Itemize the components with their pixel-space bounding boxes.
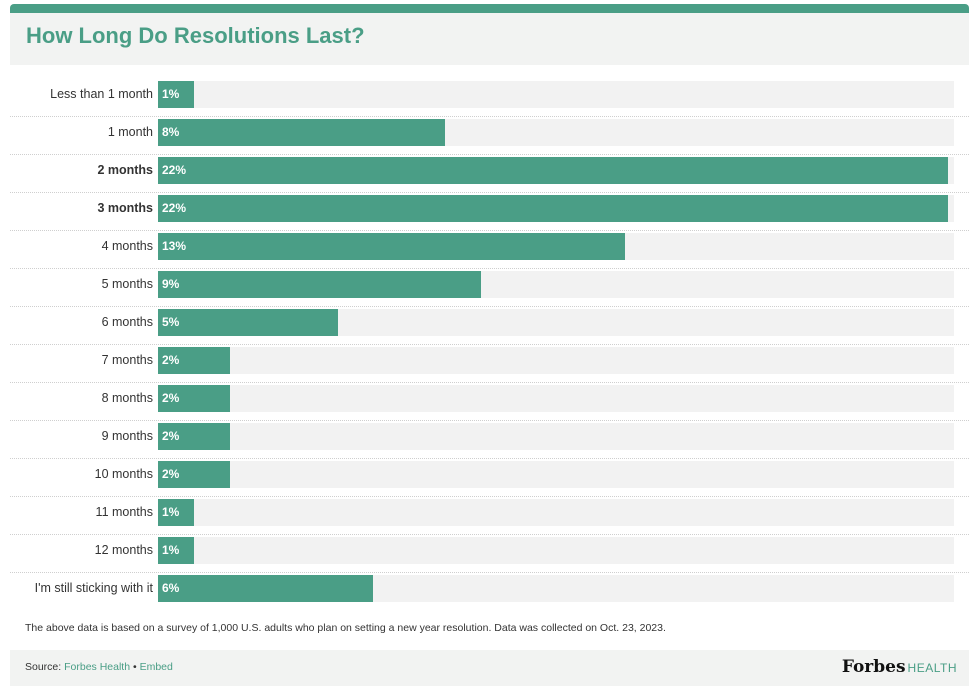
chart-header: How Long Do Resolutions Last?: [10, 13, 969, 65]
bar-value-label: 22%: [162, 201, 187, 215]
bar-row: 9 months 2%: [10, 420, 969, 459]
bar-value-label: 2%: [162, 391, 180, 405]
chart-footer: Source: Forbes Health • Embed Forbes HEAL…: [10, 650, 969, 686]
bar-value-label: 6%: [162, 581, 180, 595]
embed-link[interactable]: Embed: [139, 661, 173, 673]
bar: [158, 119, 445, 146]
bar-row: 5 months 9%: [10, 268, 969, 307]
chart-title: How Long Do Resolutions Last?: [26, 23, 365, 48]
source-label: Source:: [25, 661, 62, 673]
category-label: 9 months: [101, 429, 153, 443]
bar: [158, 271, 481, 298]
bar-track: 22%: [158, 157, 954, 184]
bar-track: 6%: [158, 575, 954, 602]
bar-track: 2%: [158, 423, 954, 450]
bar-row: I'm still sticking with it 6%: [10, 572, 969, 610]
bar-value-label: 1%: [162, 505, 180, 519]
bar-track: 1%: [158, 81, 954, 108]
bar-value-label: 13%: [162, 239, 187, 253]
forbes-health-logo: Forbes HEALTH: [842, 657, 957, 677]
bar-value-label: 2%: [162, 353, 180, 367]
bar-row: 11 months 1%: [10, 496, 969, 535]
survey-note: The above data is based on a survey of 1…: [25, 622, 666, 634]
category-label: 10 months: [94, 467, 153, 481]
category-label: Less than 1 month: [50, 87, 153, 101]
bar-track: 2%: [158, 347, 954, 374]
bar-row: 8 months 2%: [10, 382, 969, 421]
bar-value-label: 1%: [162, 543, 180, 557]
bar-track: 1%: [158, 499, 954, 526]
bar: [158, 537, 194, 564]
bar-row: 12 months 1%: [10, 534, 969, 573]
category-label: 5 months: [101, 277, 153, 291]
bar-row: 1 month 8%: [10, 116, 969, 155]
bar-value-label: 9%: [162, 277, 180, 291]
bar: [158, 195, 948, 222]
logo-sub-text: HEALTH: [907, 661, 957, 675]
category-label: 6 months: [101, 315, 153, 329]
category-label: 4 months: [101, 239, 153, 253]
bar: [158, 347, 230, 374]
bar-row: 3 months 22%: [10, 192, 969, 231]
logo-main-text: Forbes: [841, 657, 906, 677]
category-label: 11 months: [95, 505, 153, 519]
category-label: 3 months: [97, 201, 153, 215]
bar: [158, 81, 194, 108]
bar: [158, 385, 230, 412]
bar-value-label: 2%: [162, 429, 180, 443]
bar-track: 2%: [158, 461, 954, 488]
category-label: 7 months: [101, 353, 153, 367]
bar: [158, 309, 338, 336]
top-accent-stripe: [10, 4, 969, 13]
bar: [158, 575, 373, 602]
bar-row: 4 months 13%: [10, 230, 969, 269]
category-label: I'm still sticking with it: [34, 581, 153, 595]
bar-value-label: 5%: [162, 315, 180, 329]
bar-value-label: 1%: [162, 87, 180, 101]
bar-track: 1%: [158, 537, 954, 564]
category-label: 2 months: [97, 163, 153, 177]
footer-separator: •: [132, 661, 137, 673]
bar-value-label: 2%: [162, 467, 180, 481]
bar-value-label: 8%: [162, 125, 180, 139]
category-label: 1 month: [107, 125, 153, 139]
bar: [158, 233, 625, 260]
bar-row: 6 months 5%: [10, 306, 969, 345]
bar-row: 7 months 2%: [10, 344, 969, 383]
bar-value-label: 22%: [162, 163, 187, 177]
bar-track: 9%: [158, 271, 954, 298]
category-label: 12 months: [94, 543, 153, 557]
bar-track: 13%: [158, 233, 954, 260]
bar-track: 22%: [158, 195, 954, 222]
bar-track: 8%: [158, 119, 954, 146]
source-line: Source: Forbes Health • Embed: [25, 661, 173, 673]
category-label: 8 months: [101, 391, 153, 405]
bar-track: 5%: [158, 309, 954, 336]
bar: [158, 461, 230, 488]
source-link[interactable]: Forbes Health: [64, 661, 131, 673]
bar-row: 2 months 22%: [10, 154, 969, 193]
bar-row: 10 months 2%: [10, 458, 969, 497]
bar: [158, 423, 230, 450]
bar-row: Less than 1 month 1%: [10, 78, 969, 117]
bar: [158, 157, 948, 184]
bar: [158, 499, 194, 526]
bar-track: 2%: [158, 385, 954, 412]
